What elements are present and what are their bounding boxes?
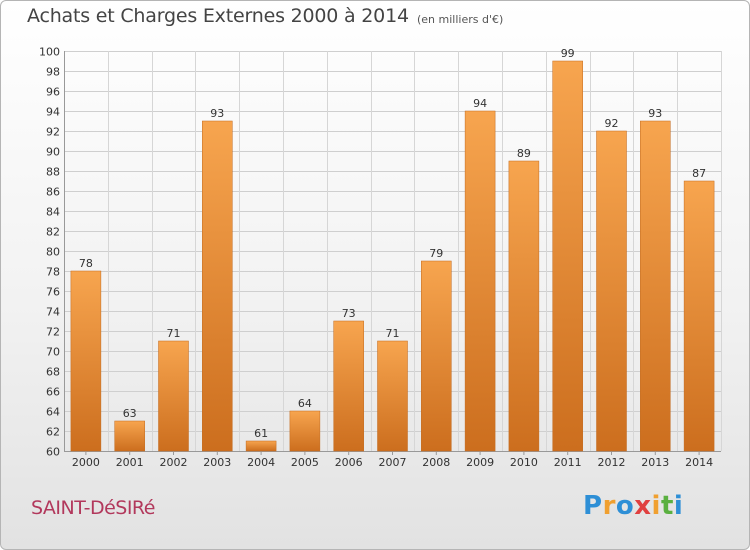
axes xyxy=(64,51,721,455)
y-tick-label: 68 xyxy=(46,366,60,379)
commune-name: SAINT-DéSIRé xyxy=(31,497,155,519)
x-tick-label-2006: 2006 xyxy=(335,456,363,469)
bar-2003 xyxy=(202,120,233,452)
chart-subtitle: (en milliers d'€) xyxy=(417,13,504,26)
y-tick-label: 94 xyxy=(46,106,60,119)
bar-2004 xyxy=(245,440,277,452)
logo-letter: o xyxy=(615,491,635,521)
y-tick-label: 86 xyxy=(46,186,60,199)
x-tick-label-2004: 2004 xyxy=(247,456,275,469)
x-tick-label-2011: 2011 xyxy=(554,456,582,469)
logo-letter: t xyxy=(660,491,674,521)
y-tick-label: 88 xyxy=(46,166,60,179)
bar-2000 xyxy=(70,270,102,452)
value-labels: 78 63 71 93 61 64 73 71 79 94 89 99 92 93 87 xyxy=(79,47,706,440)
bar-2007 xyxy=(377,340,408,452)
value-label-2005: 64 xyxy=(298,397,312,410)
x-tick-label-2010: 2010 xyxy=(510,456,538,469)
y-tick-label: 80 xyxy=(46,246,60,259)
x-tick-label-2012: 2012 xyxy=(598,456,626,469)
value-label-2003: 93 xyxy=(210,107,224,120)
bar-2002 xyxy=(158,340,189,452)
bars xyxy=(70,60,715,452)
value-label-2001: 63 xyxy=(123,407,137,420)
x-tick-labels: 2000 2001 2002 2003 2004 2005 2006 2007 2008 2009… xyxy=(72,456,713,469)
bar-2005 xyxy=(289,410,321,452)
proxiti-logo: Proxiti xyxy=(583,491,683,521)
y-tick-label: 90 xyxy=(46,146,60,159)
y-tick-label: 100 xyxy=(39,46,60,59)
value-label-2009: 94 xyxy=(473,97,487,110)
logo-letter: r xyxy=(602,491,616,521)
x-tick-label-2009: 2009 xyxy=(466,456,494,469)
x-tick-label-2014: 2014 xyxy=(685,456,713,469)
logo-letter: i xyxy=(673,491,684,521)
y-tick-label: 84 xyxy=(46,206,60,219)
value-label-2013: 93 xyxy=(648,107,662,120)
bar-2014 xyxy=(683,180,715,452)
y-tick-label: 98 xyxy=(46,66,60,79)
chart-title: Achats et Charges Externes 2000 à 2014 xyxy=(27,5,409,27)
value-label-2008: 79 xyxy=(429,247,443,260)
value-label-2010: 89 xyxy=(517,147,531,160)
value-label-2002: 71 xyxy=(167,327,181,340)
logo-letter: i xyxy=(651,491,661,521)
bar-2006 xyxy=(333,320,364,452)
y-tick-label: 92 xyxy=(46,126,60,139)
y-tick-label: 60 xyxy=(46,446,60,459)
y-tick-label: 70 xyxy=(46,346,60,359)
y-tick-label: 66 xyxy=(46,386,60,399)
y-tick-label: 72 xyxy=(46,326,60,339)
y-tick-label: 96 xyxy=(46,86,60,99)
logo-letter: P xyxy=(583,491,603,521)
bar-2001 xyxy=(114,420,145,452)
x-tick-label-2002: 2002 xyxy=(160,456,188,469)
x-tick-label-2001: 2001 xyxy=(116,456,144,469)
value-label-2006: 73 xyxy=(342,307,356,320)
bar-2012 xyxy=(596,130,627,452)
bar-2009 xyxy=(464,110,496,452)
value-label-2004: 61 xyxy=(254,427,268,440)
x-tick-label-2007: 2007 xyxy=(379,456,407,469)
y-tick-label: 64 xyxy=(46,406,60,419)
x-tick-label-2013: 2013 xyxy=(641,456,669,469)
x-tick-label-2008: 2008 xyxy=(422,456,450,469)
y-tick-label: 76 xyxy=(46,286,60,299)
value-label-2011: 99 xyxy=(561,47,575,60)
x-tick-label-2000: 2000 xyxy=(72,456,100,469)
y-tick-label: 82 xyxy=(46,226,60,239)
value-label-2000: 78 xyxy=(79,257,93,270)
x-tick-label-2005: 2005 xyxy=(291,456,319,469)
y-tick-label: 74 xyxy=(46,306,60,319)
bar-2010 xyxy=(508,160,540,452)
logo-letter: x xyxy=(634,491,652,521)
value-label-2012: 92 xyxy=(605,117,619,130)
bar-2008 xyxy=(421,260,452,452)
value-label-2007: 71 xyxy=(386,327,400,340)
bar-2011 xyxy=(552,60,583,452)
value-label-2014: 87 xyxy=(692,167,706,180)
y-tick-labels: 60 62 64 66 68 70 72 74 76 78 80 82 84 86 88 90 92 94 96 98… xyxy=(39,46,60,459)
x-tick-label-2003: 2003 xyxy=(203,456,231,469)
bar-2013 xyxy=(640,120,671,452)
y-tick-label: 78 xyxy=(46,266,60,279)
y-tick-label: 62 xyxy=(46,426,60,439)
